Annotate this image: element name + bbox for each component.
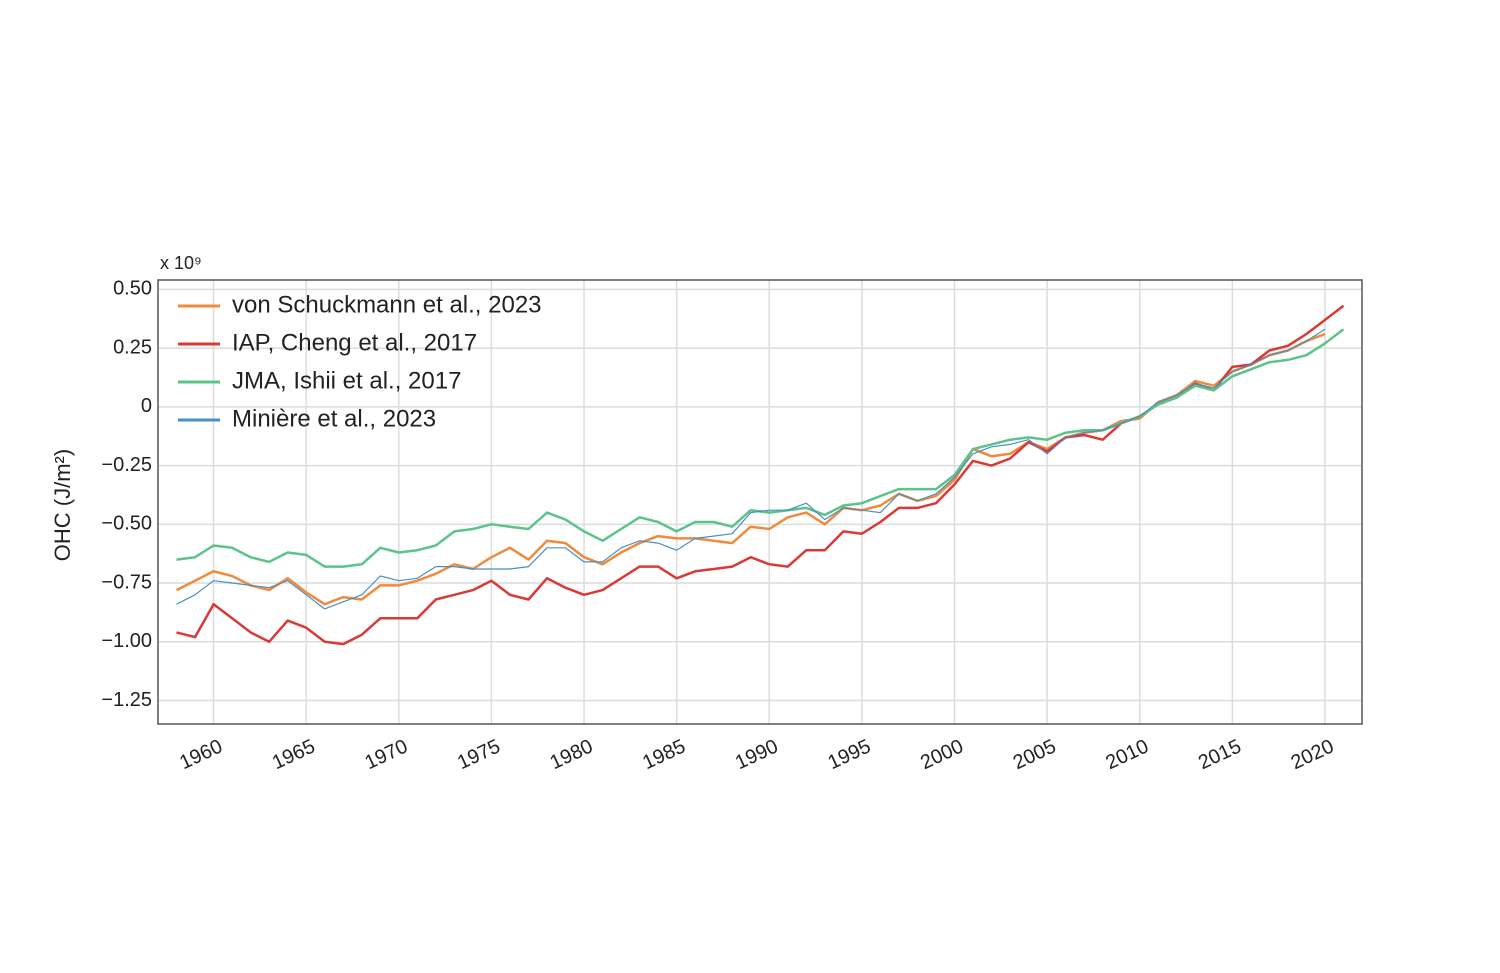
y-tick-label: 0 xyxy=(141,395,152,417)
legend: von Schuckmann et al., 2023 IAP, Cheng et… xyxy=(178,291,542,432)
x-tick-label: 1985 xyxy=(639,735,689,774)
y-tick-label: −0.75 xyxy=(101,571,152,593)
y-tick-label: 0.25 xyxy=(113,336,152,358)
series-line xyxy=(176,328,1345,568)
x-tick-label: 1970 xyxy=(362,735,412,774)
y-tick-label: −0.50 xyxy=(101,513,152,535)
legend-label: IAP, Cheng et al., 2017 xyxy=(232,329,477,356)
y-tick-label: −0.25 xyxy=(101,454,152,476)
y-tick-label: −1.25 xyxy=(101,689,152,711)
x-tick-label: 2015 xyxy=(1195,735,1245,774)
legend-label: JMA, Ishii et al., 2017 xyxy=(232,367,461,394)
legend-label: Minière et al., 2023 xyxy=(232,405,436,432)
y-axis-label: OHC (J/m²) xyxy=(50,449,75,561)
x-tick-label: 2005 xyxy=(1010,735,1060,774)
x-tick-label: 1960 xyxy=(176,735,226,774)
x-tick-label: 1995 xyxy=(825,735,875,774)
plot-frame xyxy=(157,279,1363,725)
y-tick-label: 0.50 xyxy=(113,278,152,300)
x-tick-label: 1965 xyxy=(269,735,319,774)
y-tick-label: −1.00 xyxy=(101,630,152,652)
x-tick-label: 2020 xyxy=(1288,735,1338,774)
x-tick-label: 1980 xyxy=(547,735,597,774)
legend-label: von Schuckmann et al., 2023 xyxy=(232,291,542,318)
series-line xyxy=(176,304,1345,646)
x-tick-label: 1975 xyxy=(454,735,504,774)
x-tick-label: 2010 xyxy=(1102,735,1152,774)
x-tick-label: 1990 xyxy=(732,735,782,774)
y-scale-note: x 10⁹ xyxy=(160,253,202,273)
x-tick-label: 2000 xyxy=(917,735,967,774)
series-line xyxy=(176,328,1326,610)
